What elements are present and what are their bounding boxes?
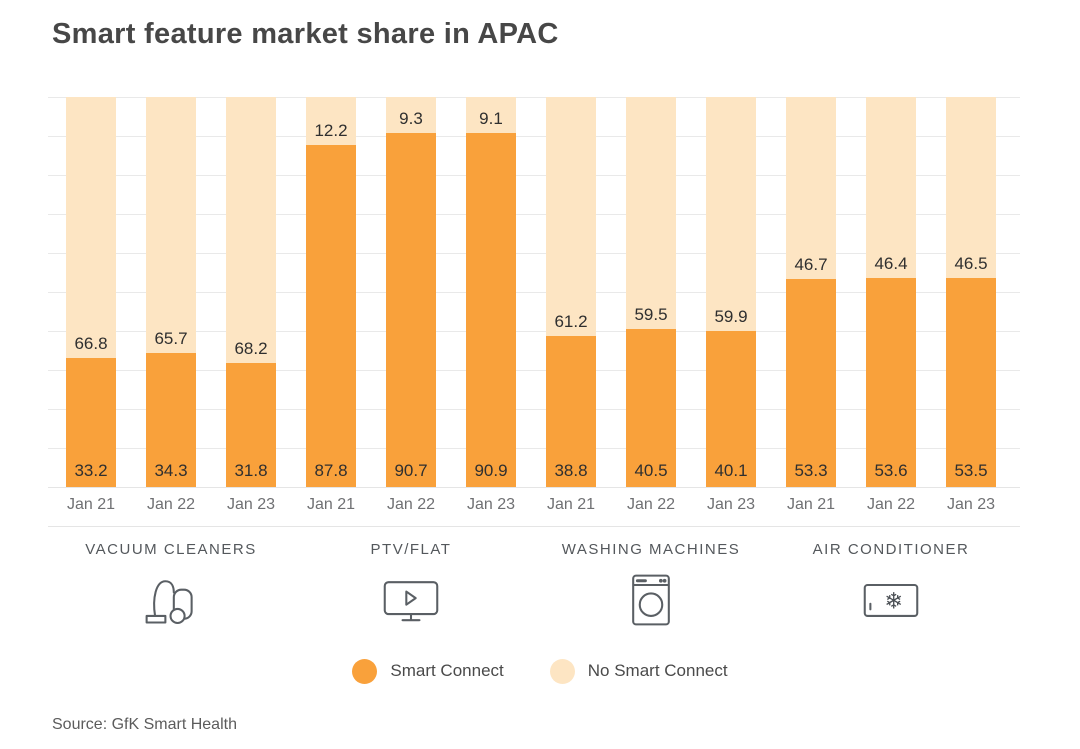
x-tick-label: Jan 23	[946, 496, 996, 513]
category-footer-row: VACUUM CLEANERS PTV/FLAT WASHING MACHINE…	[48, 540, 1020, 640]
x-tick-label: Jan 23	[706, 496, 756, 513]
washing-machine-icon	[618, 569, 684, 631]
source-note: Source: GfK Smart Health	[52, 716, 237, 733]
smart-connect-value-label: 34.3	[154, 461, 188, 480]
bar-air-conditioner-jan-23: 46.5 53.5	[946, 97, 996, 487]
plot-area: 66.8 33.2 65.7 34.3 68.2 31.8 12.2 87.8 9.3 90.7 9…	[48, 97, 1020, 488]
category-label: AIR CONDITIONER	[812, 541, 970, 558]
smart-connect-value-label: 40.1	[714, 461, 748, 480]
x-tick-label: Jan 21	[546, 496, 596, 513]
smart-connect-segment	[626, 329, 676, 487]
air-conditioner-icon: ❄	[858, 569, 924, 631]
smart-connect-segment	[66, 357, 116, 487]
bar-ptv-flat-jan-21: 12.2 87.8	[306, 97, 356, 487]
smart-connect-value-label: 90.7	[394, 461, 428, 480]
x-axis: Jan 21 Jan 22 Jan 23 Jan 21 Jan 22 Jan 23 Jan …	[48, 488, 1020, 526]
smart-connect-value-label: 90.9	[474, 461, 508, 480]
smart-connect-segment	[946, 278, 996, 487]
smart-connect-value-label: 40.5	[634, 461, 668, 480]
smart-connect-segment	[866, 277, 916, 487]
no-smart-connect-value-label: 59.5	[634, 305, 668, 325]
bar-air-conditioner-jan-21: 46.7 53.3	[786, 97, 836, 487]
smart-connect-segment	[706, 330, 756, 487]
smart-connect-segment	[546, 335, 596, 487]
no-smart-connect-value-label: 68.2	[234, 338, 268, 358]
vacuum-cleaner-icon	[138, 569, 204, 631]
no-smart-connect-value-label: 65.7	[154, 329, 188, 349]
bar-air-conditioner-jan-22: 46.4 53.6	[866, 97, 916, 487]
smart-connect-segment	[386, 133, 436, 487]
legend-item-no-smart-connect: No Smart Connect	[549, 658, 728, 684]
smart-connect-segment	[146, 353, 196, 487]
category-footer-washing-machines: WASHING MACHINES	[531, 540, 771, 631]
x-tick-label: Jan 21	[306, 496, 356, 513]
smart-connect-segment	[786, 279, 836, 487]
x-tick-label: Jan 21	[786, 496, 836, 513]
no-smart-connect-value-label: 9.3	[399, 109, 423, 129]
bar-vacuum-cleaners-jan-23: 68.2 31.8	[226, 97, 276, 487]
tv-play-icon	[378, 569, 444, 631]
x-tick-label: Jan 23	[466, 496, 516, 513]
bar-washing-machines-jan-22: 59.5 40.5	[626, 97, 676, 487]
bar-washing-machines-jan-21: 61.2 38.8	[546, 97, 596, 487]
x-tick-label: Jan 21	[66, 496, 116, 513]
x-tick-label: Jan 23	[226, 496, 276, 513]
category-footer-vacuum-cleaners: VACUUM CLEANERS	[51, 540, 291, 631]
no-smart-connect-value-label: 59.9	[714, 306, 748, 326]
x-tick-label: Jan 22	[386, 496, 436, 513]
smart-connect-segment	[226, 362, 276, 487]
no-smart-connect-value-label: 46.4	[874, 253, 908, 273]
legend: Smart Connect No Smart Connect	[0, 655, 1080, 687]
legend-label: Smart Connect	[390, 661, 504, 680]
no-smart-connect-value-label: 61.2	[554, 311, 588, 331]
category-label: VACUUM CLEANERS	[85, 541, 257, 558]
smart-connect-segment	[306, 144, 356, 487]
bar-ptv-flat-jan-22: 9.3 90.7	[386, 97, 436, 487]
no-smart-connect-value-label: 66.8	[74, 333, 108, 353]
legend-item-smart-connect: Smart Connect	[352, 658, 504, 684]
category-label: WASHING MACHINES	[561, 541, 741, 558]
axis-divider-line	[48, 526, 1020, 527]
no-smart-connect-value-label: 12.2	[314, 120, 348, 140]
smart-connect-value-label: 53.5	[954, 461, 988, 480]
smart-connect-value-label: 53.3	[794, 461, 828, 480]
smart-connect-value-label: 31.8	[234, 461, 268, 480]
svg-text:❄: ❄	[884, 588, 903, 614]
bar-ptv-flat-jan-23: 9.1 90.9	[466, 97, 516, 487]
x-tick-label: Jan 22	[146, 496, 196, 513]
no-smart-connect-value-label: 46.5	[954, 254, 988, 274]
x-tick-label: Jan 22	[866, 496, 916, 513]
smart-connect-value-label: 87.8	[314, 461, 348, 480]
bar-washing-machines-jan-23: 59.9 40.1	[706, 97, 756, 487]
smart-connect-swatch	[352, 658, 378, 684]
category-label: PTV/FLAT	[370, 541, 452, 558]
smart-connect-value-label: 38.8	[554, 461, 588, 480]
smart-connect-value-label: 33.2	[74, 461, 108, 480]
no-smart-connect-value-label: 46.7	[794, 255, 828, 275]
legend-label: No Smart Connect	[587, 661, 728, 680]
category-footer-ptv-flat: PTV/FLAT	[291, 540, 531, 631]
bar-vacuum-cleaners-jan-22: 65.7 34.3	[146, 97, 196, 487]
no-smart-connect-value-label: 9.1	[479, 108, 503, 128]
x-tick-label: Jan 22	[626, 496, 676, 513]
smart-connect-value-label: 53.6	[874, 461, 908, 480]
category-footer-air-conditioner: AIR CONDITIONER ❄	[771, 540, 1011, 631]
chart-title: Smart feature market share in APAC	[52, 18, 559, 50]
no-smart-connect-swatch	[549, 658, 575, 684]
bar-vacuum-cleaners-jan-21: 66.8 33.2	[66, 97, 116, 487]
smart-connect-segment	[466, 132, 516, 487]
